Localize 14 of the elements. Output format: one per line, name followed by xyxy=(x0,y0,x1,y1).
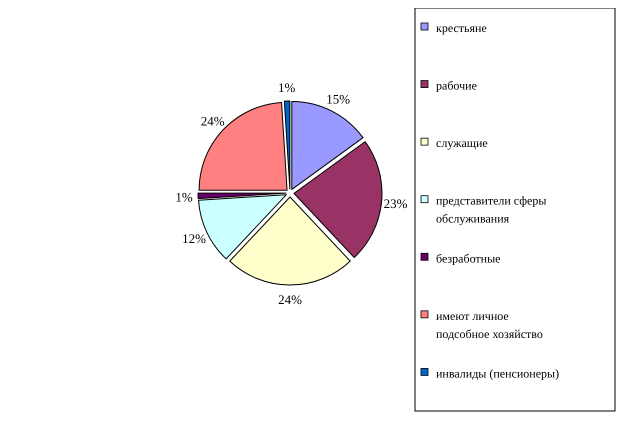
data-label: 1% xyxy=(278,80,296,96)
data-label: 24% xyxy=(200,113,225,128)
legend-label: имеют личное подсобное хозяйство xyxy=(436,308,543,341)
legend-label: представители сферы обслуживания xyxy=(436,194,546,226)
legend-label: инвалиды (пенсионеры) xyxy=(436,366,560,380)
data-label: 1% xyxy=(175,189,193,204)
legend-label: безработные xyxy=(436,251,500,266)
data-label: 15% xyxy=(326,92,350,107)
data-label: 24% xyxy=(278,292,302,307)
data-label: 23% xyxy=(384,196,408,211)
data-label: 12% xyxy=(182,231,206,246)
legend-label: рабочие xyxy=(436,78,477,93)
legend-label: служащие xyxy=(436,136,488,150)
legend-label: крестьяне xyxy=(436,21,487,35)
